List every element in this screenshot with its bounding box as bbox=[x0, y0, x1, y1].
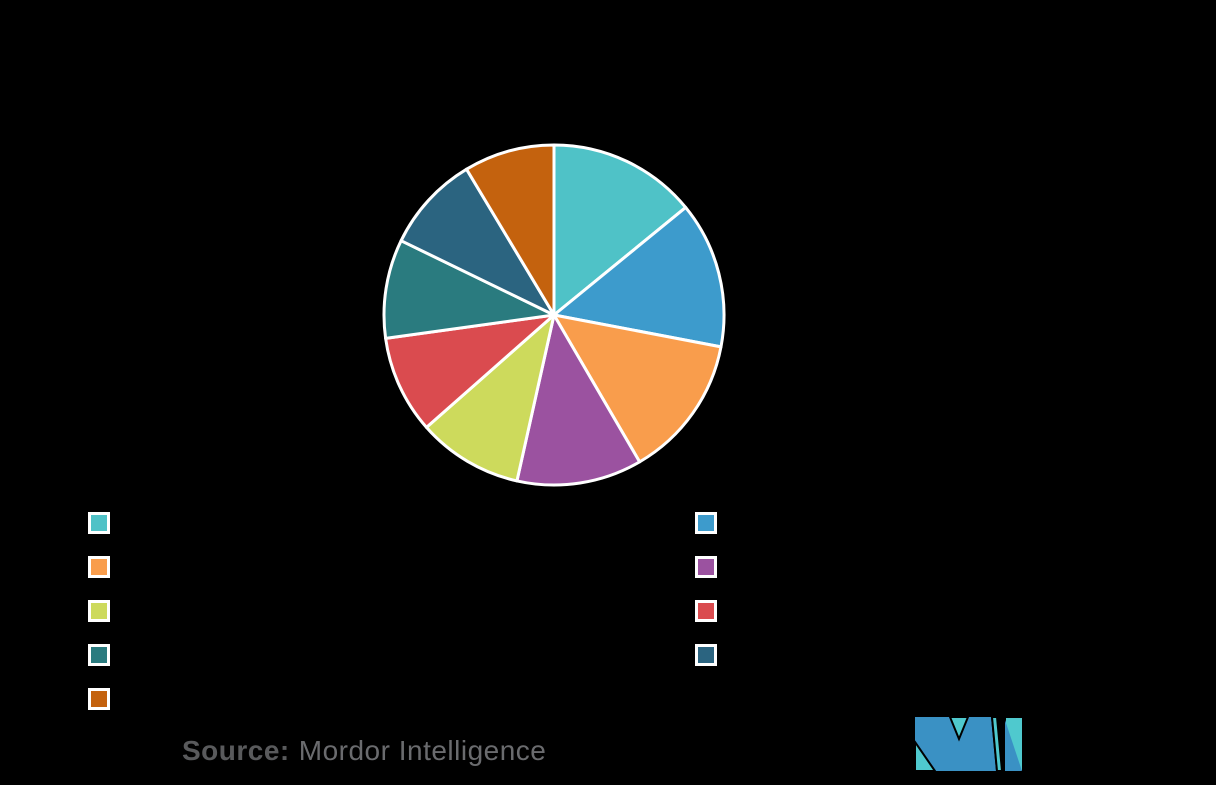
pie-slice-6 bbox=[384, 313, 556, 429]
pie-slice-5 bbox=[424, 313, 556, 483]
source-text: Mordor Intelligence bbox=[298, 735, 547, 766]
legend-swatch-4 bbox=[695, 556, 717, 578]
legend-swatch-1 bbox=[88, 512, 110, 534]
mordor-intelligence-logo bbox=[915, 716, 1023, 772]
legend-swatch-color bbox=[698, 647, 714, 663]
logo-i-blue-triangle bbox=[1005, 720, 1022, 771]
pie-slice-2 bbox=[552, 205, 726, 349]
logo-teal-bar bbox=[990, 716, 1004, 772]
legend-swatch-6 bbox=[695, 600, 717, 622]
source-label: Source: bbox=[182, 735, 290, 766]
pie-slice-9 bbox=[465, 143, 556, 317]
pie-slice-4 bbox=[515, 313, 642, 487]
logo-teal-triangle-left bbox=[915, 740, 937, 772]
legend-swatch-5 bbox=[88, 600, 110, 622]
legend-swatch-3 bbox=[88, 556, 110, 578]
legend-swatch-color bbox=[698, 559, 714, 575]
legend-swatch-color bbox=[698, 603, 714, 619]
logo-m-blue-shape bbox=[915, 717, 996, 771]
logo-teal-wedge-top bbox=[948, 716, 970, 742]
legend-swatch-9 bbox=[88, 688, 110, 710]
pie-chart bbox=[382, 143, 726, 487]
legend-swatch-7 bbox=[88, 644, 110, 666]
legend-swatch-color bbox=[91, 559, 107, 575]
legend-swatch-color bbox=[91, 691, 107, 707]
legend-swatch-2 bbox=[695, 512, 717, 534]
pie-slice-8 bbox=[399, 167, 556, 317]
legend-left-column bbox=[88, 512, 110, 710]
legend-swatch-color bbox=[698, 515, 714, 531]
legend-swatch-8 bbox=[695, 644, 717, 666]
legend-swatch-color bbox=[91, 647, 107, 663]
legend-swatch-color bbox=[91, 603, 107, 619]
pie-slice-3 bbox=[552, 313, 723, 464]
legend-right-column bbox=[695, 512, 717, 666]
pie-slice-1 bbox=[552, 143, 688, 317]
pie-slice-7 bbox=[382, 239, 556, 340]
source-line: Source: Mordor Intelligence bbox=[182, 734, 546, 768]
legend-swatch-color bbox=[91, 515, 107, 531]
